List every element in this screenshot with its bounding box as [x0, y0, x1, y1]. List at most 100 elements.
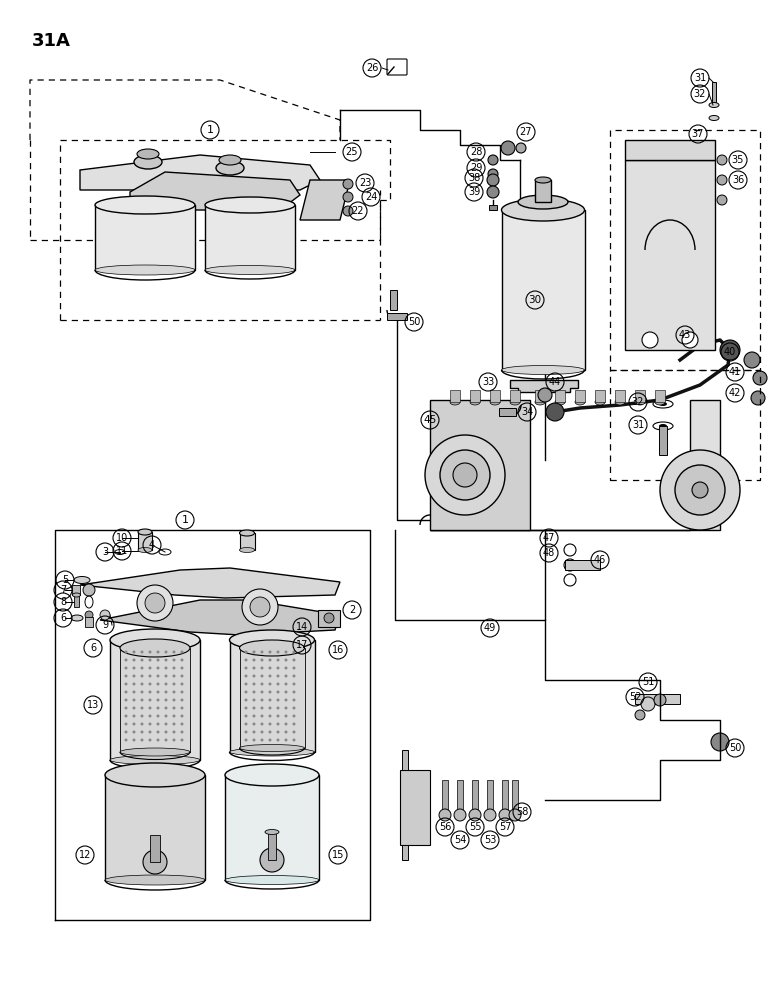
Ellipse shape: [239, 744, 304, 752]
Ellipse shape: [110, 629, 200, 651]
Circle shape: [276, 650, 279, 654]
Ellipse shape: [239, 548, 254, 552]
Circle shape: [157, 666, 159, 670]
Ellipse shape: [659, 424, 667, 428]
Polygon shape: [489, 205, 497, 210]
Polygon shape: [625, 140, 715, 160]
Circle shape: [253, 650, 256, 654]
Circle shape: [268, 698, 271, 702]
Circle shape: [125, 658, 127, 662]
Circle shape: [292, 698, 296, 702]
Ellipse shape: [120, 748, 190, 756]
Circle shape: [244, 722, 247, 726]
Circle shape: [143, 850, 167, 874]
Text: 56: 56: [439, 822, 451, 832]
Circle shape: [180, 714, 183, 718]
Polygon shape: [472, 780, 478, 815]
Circle shape: [253, 738, 256, 742]
Polygon shape: [442, 780, 448, 815]
Polygon shape: [240, 648, 305, 748]
Circle shape: [268, 682, 271, 686]
Circle shape: [292, 682, 296, 686]
Circle shape: [125, 730, 127, 734]
Circle shape: [157, 658, 159, 662]
Circle shape: [261, 722, 264, 726]
Circle shape: [276, 730, 279, 734]
Circle shape: [261, 730, 264, 734]
Text: 58: 58: [516, 807, 528, 817]
Text: 28: 28: [470, 147, 482, 157]
Polygon shape: [502, 780, 508, 815]
Text: 46: 46: [594, 555, 606, 565]
Circle shape: [172, 650, 176, 654]
Circle shape: [292, 674, 296, 678]
Ellipse shape: [555, 399, 565, 405]
Text: 2: 2: [349, 605, 355, 615]
Circle shape: [140, 698, 144, 702]
Circle shape: [261, 738, 264, 742]
Circle shape: [165, 738, 168, 742]
Circle shape: [253, 714, 256, 718]
Circle shape: [148, 714, 151, 718]
Text: 47: 47: [543, 533, 555, 543]
Circle shape: [244, 674, 247, 678]
Circle shape: [276, 722, 279, 726]
Circle shape: [157, 674, 159, 678]
Circle shape: [285, 738, 288, 742]
Circle shape: [140, 730, 144, 734]
Text: 57: 57: [498, 822, 511, 832]
Circle shape: [261, 650, 264, 654]
Circle shape: [172, 674, 176, 678]
Text: 25: 25: [346, 147, 358, 157]
Circle shape: [501, 141, 515, 155]
Polygon shape: [95, 205, 195, 270]
Circle shape: [285, 714, 288, 718]
Circle shape: [140, 666, 144, 670]
Circle shape: [276, 714, 279, 718]
Text: 37: 37: [692, 129, 704, 139]
Polygon shape: [80, 568, 340, 598]
Circle shape: [250, 597, 270, 617]
Circle shape: [285, 674, 288, 678]
Text: 48: 48: [543, 548, 555, 558]
Ellipse shape: [95, 196, 195, 214]
Circle shape: [744, 352, 760, 368]
Circle shape: [148, 658, 151, 662]
Circle shape: [165, 674, 168, 678]
Polygon shape: [400, 770, 430, 845]
Circle shape: [292, 706, 296, 710]
Text: 7: 7: [60, 585, 66, 595]
Text: 5: 5: [62, 575, 68, 585]
Circle shape: [165, 690, 168, 694]
Circle shape: [165, 706, 168, 710]
Polygon shape: [72, 585, 80, 595]
Circle shape: [720, 340, 740, 360]
Circle shape: [253, 682, 256, 686]
Circle shape: [516, 143, 526, 153]
Circle shape: [180, 658, 183, 662]
Circle shape: [140, 706, 144, 710]
Circle shape: [125, 722, 127, 726]
Circle shape: [268, 666, 271, 670]
Circle shape: [454, 809, 466, 821]
Text: 29: 29: [470, 163, 482, 173]
Circle shape: [484, 809, 496, 821]
Ellipse shape: [74, 576, 90, 584]
Circle shape: [133, 738, 136, 742]
Polygon shape: [535, 390, 545, 402]
Text: 10: 10: [116, 533, 128, 543]
Text: 31: 31: [632, 420, 644, 430]
Circle shape: [148, 738, 151, 742]
Text: 36: 36: [732, 175, 744, 185]
Circle shape: [635, 710, 645, 720]
Text: 53: 53: [484, 835, 496, 845]
Circle shape: [692, 482, 708, 498]
Circle shape: [157, 706, 159, 710]
Circle shape: [261, 682, 264, 686]
Polygon shape: [120, 648, 190, 752]
Circle shape: [660, 450, 740, 530]
Ellipse shape: [659, 402, 667, 406]
Circle shape: [261, 706, 264, 710]
Circle shape: [268, 650, 271, 654]
Ellipse shape: [71, 615, 83, 621]
